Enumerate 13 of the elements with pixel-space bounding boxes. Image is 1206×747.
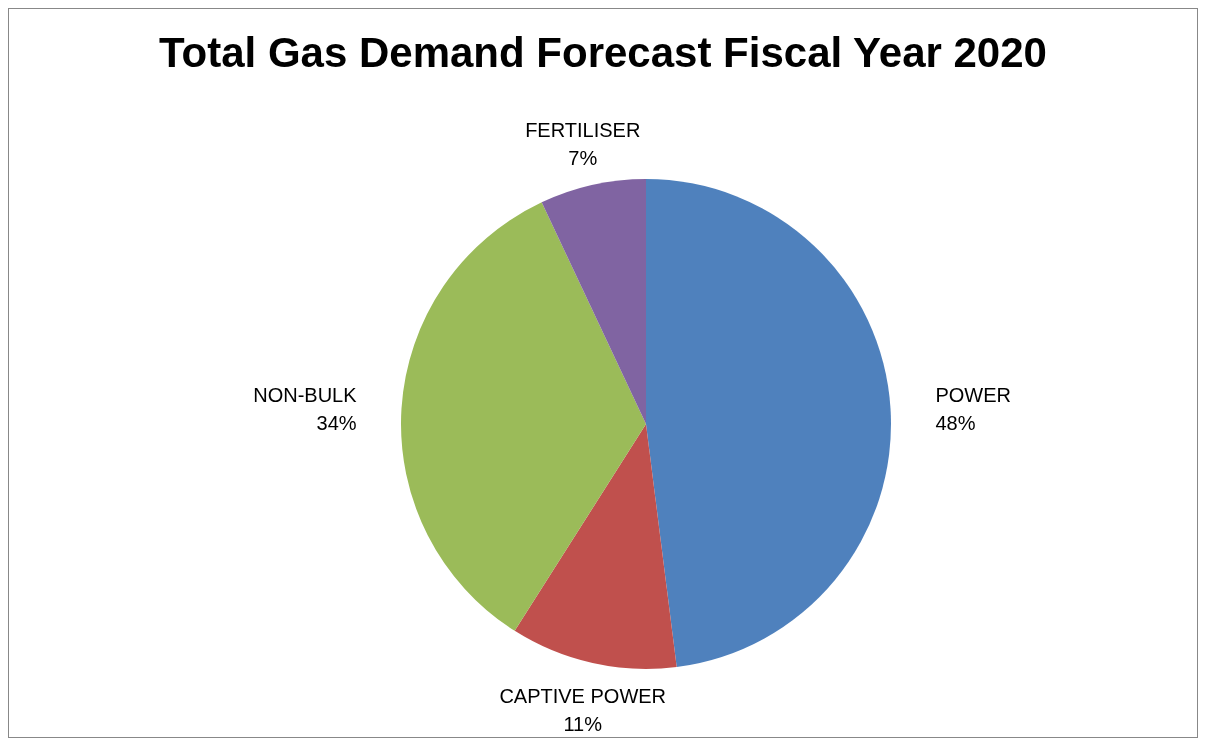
pie-slice bbox=[541, 179, 646, 424]
data-label: 48% bbox=[935, 411, 976, 434]
pie-slice bbox=[401, 202, 646, 631]
slice-label: FERTILISER bbox=[525, 118, 641, 141]
slice-label: CAPTIVE POWER bbox=[499, 685, 667, 708]
pie-slice bbox=[646, 179, 891, 668]
data-label: 34% bbox=[316, 411, 357, 434]
chart-title: Total Gas Demand Forecast Fiscal Year 2020 bbox=[159, 29, 1047, 76]
pie-slice bbox=[514, 424, 677, 669]
data-label: 7% bbox=[568, 146, 598, 169]
slice-label: NON-BULK bbox=[253, 383, 358, 406]
slice-label: POWER bbox=[935, 383, 1011, 406]
data-label: 11% bbox=[563, 713, 603, 736]
